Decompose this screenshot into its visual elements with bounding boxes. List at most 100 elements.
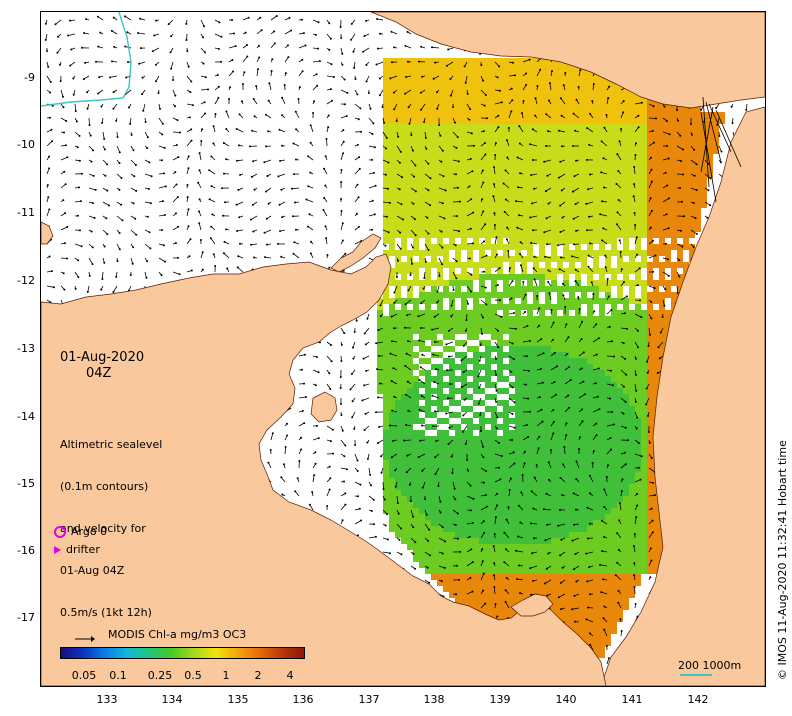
- chlorophyll-cell: [515, 454, 521, 460]
- chlorophyll-cell: [647, 514, 653, 520]
- chlorophyll-cell: [629, 358, 635, 364]
- chlorophyll-cell: [509, 112, 515, 118]
- map-canvas[interactable]: [41, 12, 765, 686]
- chlorophyll-cell: [533, 490, 539, 496]
- chlorophyll-cell: [641, 430, 647, 436]
- chlorophyll-cell: [395, 190, 401, 196]
- chlorophyll-cell: [419, 166, 425, 172]
- chlorophyll-cell: [449, 94, 455, 100]
- map-panel[interactable]: [40, 11, 766, 687]
- chlorophyll-cell: [611, 184, 617, 190]
- chlorophyll-cell: [653, 556, 659, 562]
- chlorophyll-cell: [599, 544, 605, 550]
- chlorophyll-cell: [455, 592, 461, 598]
- chlorophyll-cell: [539, 544, 545, 550]
- chlorophyll-cell: [413, 244, 419, 250]
- velocity-arrowhead: [218, 21, 221, 24]
- chlorophyll-cell: [491, 292, 497, 298]
- chlorophyll-cell: [557, 490, 563, 496]
- chlorophyll-cell: [515, 70, 521, 76]
- chlorophyll-cell: [593, 160, 599, 166]
- chlorophyll-cell: [431, 124, 437, 130]
- chlorophyll-cell: [533, 520, 539, 526]
- chlorophyll-cell: [563, 490, 569, 496]
- chlorophyll-cell: [455, 580, 461, 586]
- chlorophyll-cell: [425, 136, 431, 142]
- chlorophyll-cell: [425, 382, 431, 388]
- chlorophyll-cell: [455, 412, 461, 418]
- chlorophyll-cell: [533, 568, 539, 574]
- chlorophyll-cell: [431, 556, 437, 562]
- chlorophyll-cell: [659, 214, 665, 220]
- chlorophyll-cell: [395, 280, 401, 286]
- chlorophyll-cell: [449, 550, 455, 556]
- chlorophyll-cell: [383, 466, 389, 472]
- chlorophyll-cell: [557, 502, 563, 508]
- chlorophyll-cell: [599, 328, 605, 334]
- chlorophyll-cell: [461, 418, 467, 424]
- chlorophyll-cell: [389, 178, 395, 184]
- chlorophyll-cell: [653, 118, 659, 124]
- chlorophyll-cell: [563, 220, 569, 226]
- chlorophyll-cell: [401, 496, 407, 502]
- chlorophyll-cell: [587, 634, 593, 640]
- chlorophyll-cell: [515, 220, 521, 226]
- chlorophyll-cell: [581, 238, 587, 244]
- chlorophyll-cell: [395, 106, 401, 112]
- chlorophyll-cell: [407, 208, 413, 214]
- chlorophyll-cell: [437, 208, 443, 214]
- chlorophyll-cell: [593, 82, 599, 88]
- chlorophyll-cell: [647, 124, 653, 130]
- chlorophyll-cell: [557, 298, 563, 304]
- chlorophyll-cell: [407, 316, 413, 322]
- chlorophyll-cell: [485, 430, 491, 436]
- chlorophyll-cell: [587, 370, 593, 376]
- velocity-arrowhead: [97, 45, 100, 48]
- chlorophyll-cell: [467, 538, 473, 544]
- chlorophyll-cell: [587, 466, 593, 472]
- chlorophyll-cell: [425, 496, 431, 502]
- chlorophyll-cell: [599, 268, 605, 274]
- chlorophyll-cell: [575, 514, 581, 520]
- chlorophyll-cell: [617, 454, 623, 460]
- chlorophyll-cell: [557, 94, 563, 100]
- chlorophyll-cell: [551, 460, 557, 466]
- chlorophyll-cell: [449, 166, 455, 172]
- chlorophyll-cell: [587, 598, 593, 604]
- chlorophyll-cell: [401, 244, 407, 250]
- chlorophyll-cell: [437, 202, 443, 208]
- chlorophyll-cell: [593, 556, 599, 562]
- chlorophyll-cell: [599, 592, 605, 598]
- chlorophyll-cell: [407, 478, 413, 484]
- chlorophyll-cell: [539, 562, 545, 568]
- chlorophyll-cell: [449, 508, 455, 514]
- chlorophyll-cell: [629, 136, 635, 142]
- chlorophyll-cell: [443, 370, 449, 376]
- chlorophyll-cell: [647, 268, 653, 274]
- chlorophyll-cell: [479, 364, 485, 370]
- chlorophyll-cell: [617, 586, 623, 592]
- chlorophyll-cell: [563, 154, 569, 160]
- chlorophyll-cell: [479, 166, 485, 172]
- chlorophyll-cell: [521, 478, 527, 484]
- chlorophyll-cell: [659, 130, 665, 136]
- velocity-arrowhead: [329, 37, 332, 40]
- velocity-arrowhead: [539, 68, 542, 71]
- chlorophyll-cell: [473, 298, 479, 304]
- chlorophyll-cell: [557, 424, 563, 430]
- chlorophyll-cell: [605, 514, 611, 520]
- chlorophyll-cell: [455, 106, 461, 112]
- chlorophyll-cell: [623, 274, 629, 280]
- chlorophyll-cell: [425, 220, 431, 226]
- chlorophyll-cell: [599, 526, 605, 532]
- chlorophyll-cell: [551, 130, 557, 136]
- chlorophyll-cell: [413, 502, 419, 508]
- chlorophyll-cell: [491, 454, 497, 460]
- chlorophyll-cell: [515, 418, 521, 424]
- chlorophyll-cell: [581, 322, 587, 328]
- chlorophyll-cell: [635, 544, 641, 550]
- chlorophyll-cell: [527, 112, 533, 118]
- chlorophyll-cell: [461, 376, 467, 382]
- chlorophyll-cell: [491, 244, 497, 250]
- chlorophyll-cell: [407, 178, 413, 184]
